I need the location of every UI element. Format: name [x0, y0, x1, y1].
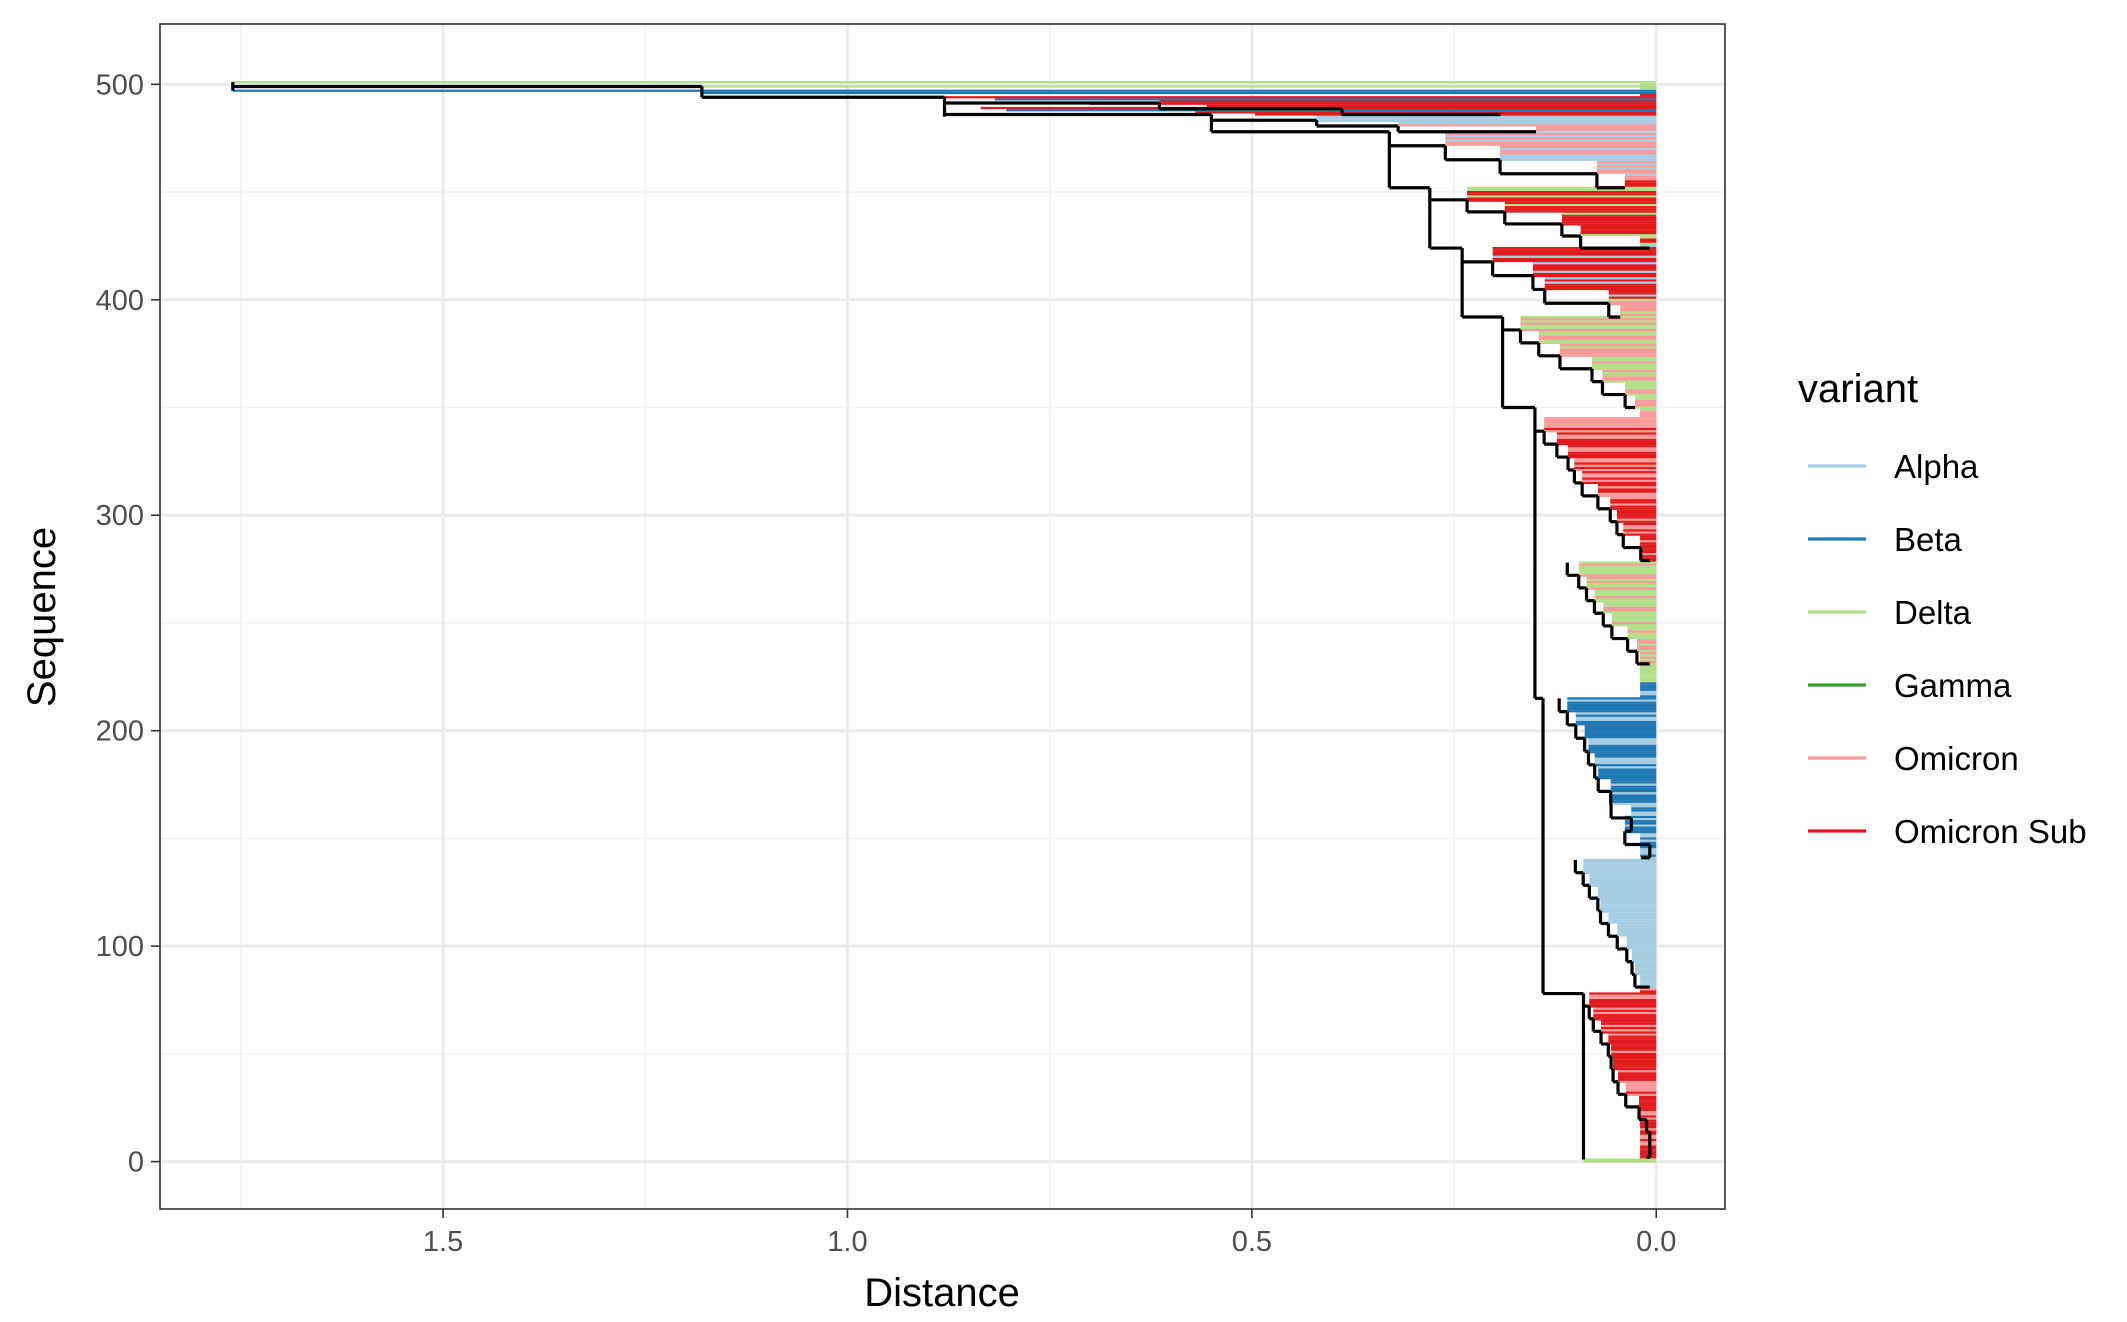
- axis-ticks: 1.5 1.0 0.5 0.0 0 100 200 300 400 500: [96, 69, 1677, 1258]
- legend-label: Beta: [1894, 521, 1963, 558]
- legend-title: variant: [1798, 367, 1918, 411]
- y-tick-label: 200: [96, 716, 144, 748]
- dendrogram-tree: [231, 82, 1652, 1160]
- dendrogram-branches: [232, 81, 1657, 1163]
- panel-border: [159, 23, 1726, 1210]
- legend-label: Delta: [1894, 594, 1972, 631]
- x-tick-label: 1.5: [423, 1226, 463, 1258]
- legend-label: Gamma: [1894, 667, 2012, 704]
- x-tick-label: 0.0: [1636, 1226, 1676, 1258]
- x-axis-title: Distance: [864, 1271, 1020, 1315]
- legend: variant Alpha Beta Delta Gamma Omicron Omicro…: [1798, 367, 2087, 850]
- x-tick-label: 1.0: [827, 1226, 867, 1258]
- y-tick-label: 300: [96, 500, 144, 532]
- y-tick-label: 400: [96, 285, 144, 317]
- legend-label: Omicron Sub: [1894, 813, 2087, 850]
- legend-label: Omicron: [1894, 740, 2019, 777]
- x-tick-label: 0.5: [1232, 1226, 1272, 1258]
- y-tick-label: 100: [96, 931, 144, 963]
- y-tick-label: 0: [128, 1147, 144, 1179]
- y-axis-title: Sequence: [20, 527, 64, 707]
- legend-label: Alpha: [1894, 448, 1979, 485]
- y-tick-label: 500: [96, 69, 144, 101]
- tree-backbone: [231, 82, 1652, 1160]
